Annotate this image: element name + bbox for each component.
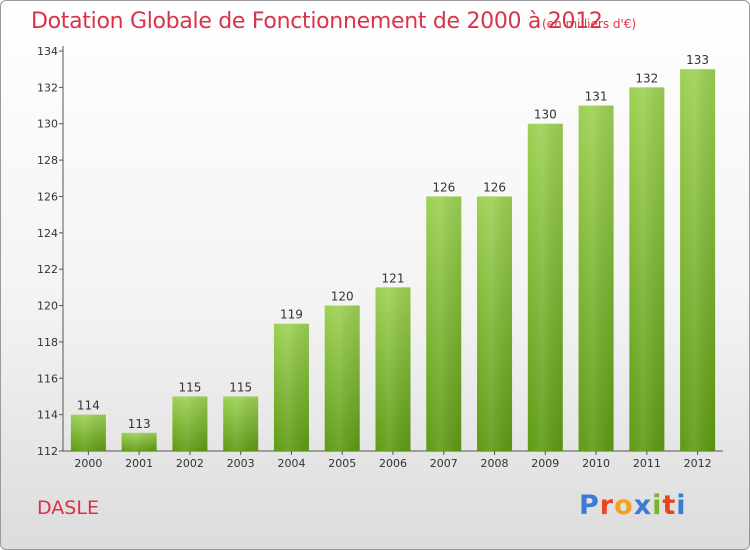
data-label: 119 [280, 308, 303, 322]
bar-shine [375, 287, 411, 451]
y-tick-label: 114 [37, 409, 58, 422]
x-tick-label: 2003 [227, 457, 255, 470]
labels: 2000 114 2001 113 2002 115 2003 115 2004 119 2005 1… [74, 53, 711, 470]
x-tick-label: 2011 [633, 457, 661, 470]
y-tick-label: 130 [37, 118, 58, 131]
data-label: 120 [331, 290, 354, 304]
y-tick-label: 126 [37, 190, 58, 203]
y-tick-label: 124 [37, 227, 58, 240]
bar-shine [324, 305, 360, 451]
bar-shine [223, 396, 259, 451]
data-label: 121 [382, 271, 405, 285]
y-tick-label: 122 [37, 263, 58, 276]
x-tick-label: 2001 [125, 457, 153, 470]
data-label: 130 [534, 108, 557, 122]
logo-letter: i [676, 490, 687, 521]
data-label: 115 [178, 380, 201, 394]
bars [70, 69, 716, 452]
bar-shine [680, 69, 716, 451]
bar-shine [477, 196, 513, 451]
x-tick-label: 2006 [379, 457, 407, 470]
chart-subtitle: (en milliers d'€) [542, 17, 637, 31]
bar-shine [172, 396, 208, 451]
data-label: 131 [585, 90, 608, 104]
data-label: 126 [432, 180, 455, 194]
logo-letter: o [614, 490, 634, 521]
y-tick-label: 120 [37, 300, 58, 313]
y-tick-label: 118 [37, 336, 58, 349]
logo-letter: P [579, 490, 600, 521]
place-name: DASLE [37, 497, 99, 519]
y-tick-label: 128 [37, 154, 58, 167]
data-label: 132 [635, 71, 658, 85]
x-tick-label: 2002 [176, 457, 204, 470]
axes: 112 114 116 118 120 122 124 126 128 130 132 134 [37, 45, 723, 458]
y-tick-label: 132 [37, 81, 58, 94]
y-tick-label: 116 [37, 372, 58, 385]
bar-shine [273, 323, 309, 451]
y-tick-label: 112 [37, 445, 58, 458]
x-tick-label: 2012 [684, 457, 712, 470]
x-tick-label: 2010 [582, 457, 610, 470]
logo-letter: x [633, 490, 653, 521]
data-label: 113 [128, 417, 151, 431]
bar-shine [70, 414, 106, 451]
x-tick-label: 2004 [277, 457, 305, 470]
bar-shine [121, 432, 157, 451]
bar-shine [426, 196, 462, 451]
x-tick-label: 2000 [74, 457, 102, 470]
x-tick-label: 2009 [531, 457, 559, 470]
x-tick-label: 2007 [430, 457, 458, 470]
chart-title: Dotation Globale de Fonctionnement de 20… [31, 9, 603, 34]
bar-shine [527, 123, 563, 452]
logo-letter: t [662, 490, 677, 521]
data-label: 114 [77, 399, 100, 413]
bar-shine [578, 105, 614, 451]
proxiti-logo[interactable]: Proxiti [579, 490, 687, 521]
data-label: 133 [686, 53, 709, 67]
data-label: 126 [483, 180, 506, 194]
logo-letter: r [599, 490, 615, 521]
data-label: 115 [229, 380, 252, 394]
bar-shine [629, 87, 665, 451]
y-tick-label: 134 [37, 45, 58, 58]
x-tick-label: 2008 [481, 457, 509, 470]
logo-letter: i [652, 490, 663, 521]
x-tick-label: 2005 [328, 457, 356, 470]
